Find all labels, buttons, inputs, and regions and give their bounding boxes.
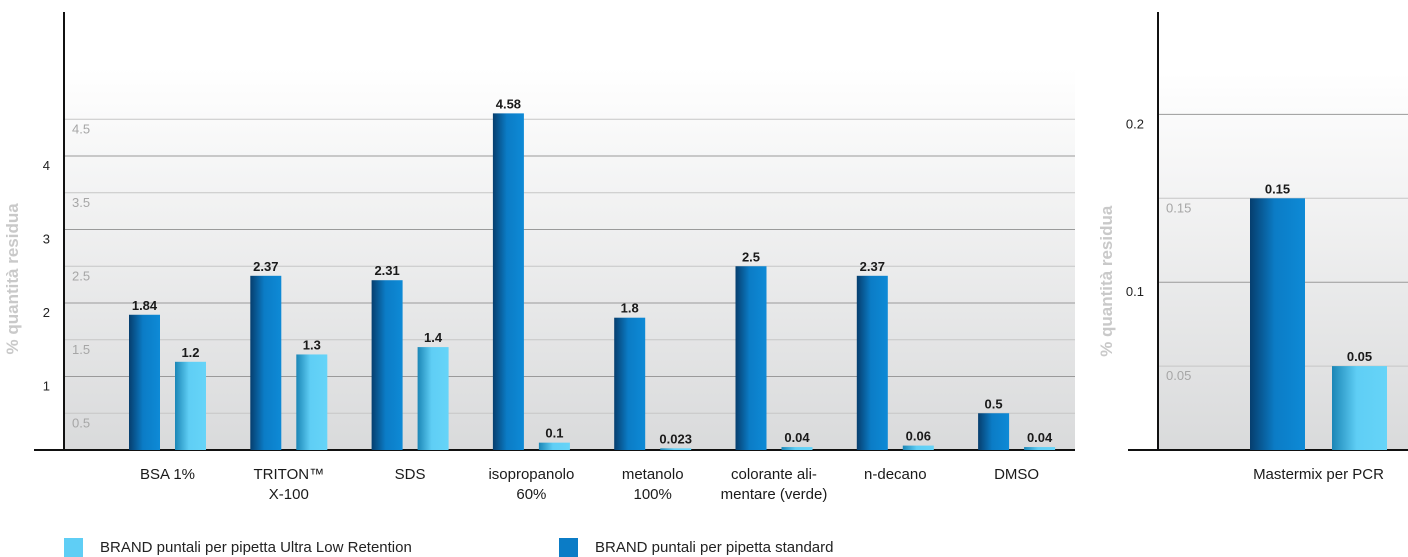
bar-value-label: 0.023 [659, 431, 692, 446]
plot-area-0 [64, 67, 1075, 451]
bar-value-label: 1.84 [132, 298, 158, 313]
y-tick-label: 0.15 [1166, 200, 1191, 215]
bar-standard [250, 275, 282, 450]
bar-standard [978, 413, 1010, 450]
bar-value-label: 0.05 [1347, 349, 1372, 364]
y-tick-label: 3.5 [72, 195, 90, 210]
y-tick-label: 1 [43, 379, 50, 394]
x-category-label: 100% [634, 486, 672, 503]
bar-ultra_low [1024, 447, 1056, 450]
bar-ultra_low [417, 347, 449, 450]
bar-ultra_low [781, 447, 813, 450]
y-tick-label: 3 [43, 232, 50, 247]
bar-standard [492, 113, 524, 451]
bar-value-label: 1.4 [424, 330, 443, 345]
bar-value-label: 2.37 [253, 259, 278, 274]
bar-value-label: 0.04 [784, 430, 810, 445]
y-tick-label: 4 [43, 158, 50, 173]
bar-value-label: 1.2 [181, 345, 199, 360]
bar-value-label: 2.37 [860, 259, 885, 274]
x-category-label: 60% [516, 486, 546, 503]
y-tick-label: 0.5 [72, 415, 90, 430]
x-category-label: TRITON™ [254, 466, 325, 483]
x-category-label: DMSO [994, 466, 1039, 483]
y-tick-label: 0.05 [1166, 368, 1191, 383]
x-category-label: isopropanolo [488, 466, 574, 483]
bar-standard [735, 266, 767, 450]
y-axis-label-1: % quantità residua [1097, 205, 1116, 357]
bar-standard [129, 314, 160, 450]
bar-ultra_low [1332, 366, 1387, 450]
x-category-label: BSA 1% [140, 466, 195, 483]
legend-label-standard: BRAND puntali per pipetta standard [595, 539, 834, 556]
x-category-label: SDS [395, 466, 426, 483]
x-category-label: colorante ali- [731, 466, 817, 483]
bar-ultra_low [296, 354, 328, 450]
bar-value-label: 2.31 [374, 263, 399, 278]
bar-value-label: 0.06 [906, 429, 931, 444]
bar-ultra_low [902, 445, 934, 450]
legend-item-ultra-low: BRAND puntali per pipetta Ultra Low Rete… [64, 538, 412, 557]
x-category-label: Mastermix per PCR [1253, 466, 1384, 483]
bar-value-label: 0.15 [1265, 181, 1290, 196]
y-tick-label: 4.5 [72, 121, 90, 136]
legend-item-standard: BRAND puntali per pipetta standard [559, 538, 833, 557]
x-category-label: mentare (verde) [721, 486, 828, 503]
bar-standard [856, 275, 888, 450]
bar-value-label: 0.1 [545, 426, 563, 441]
bar-value-label: 1.8 [621, 301, 639, 316]
bar-value-label: 0.5 [985, 396, 1003, 411]
bar-value-label: 0.04 [1027, 430, 1053, 445]
y-tick-label: 1.5 [72, 342, 90, 357]
x-category-label: X-100 [269, 486, 309, 503]
y-tick-label: 2 [43, 305, 50, 320]
bar-standard [614, 317, 646, 450]
y-tick-label: 0.1 [1126, 284, 1144, 299]
bar-standard [1250, 198, 1305, 450]
bar-ultra_low [538, 442, 570, 450]
bar-value-label: 1.3 [303, 337, 321, 352]
bar-value-label: 2.5 [742, 249, 760, 264]
legend-label-ultra-low: BRAND puntali per pipetta Ultra Low Rete… [100, 539, 412, 556]
bar-ultra_low [660, 448, 692, 450]
x-category-label: metanolo [622, 466, 684, 483]
x-category-label: n-decano [864, 466, 927, 483]
bar-value-label: 4.58 [496, 96, 521, 111]
bar-ultra_low [175, 361, 206, 450]
y-axis-label-0: % quantità residua [3, 203, 22, 355]
y-tick-label: 2.5 [72, 268, 90, 283]
y-tick-label: 0.2 [1126, 116, 1144, 131]
legend-swatch-standard [559, 538, 578, 557]
bar-standard [371, 280, 403, 450]
legend-swatch-ultra-low [64, 538, 83, 557]
